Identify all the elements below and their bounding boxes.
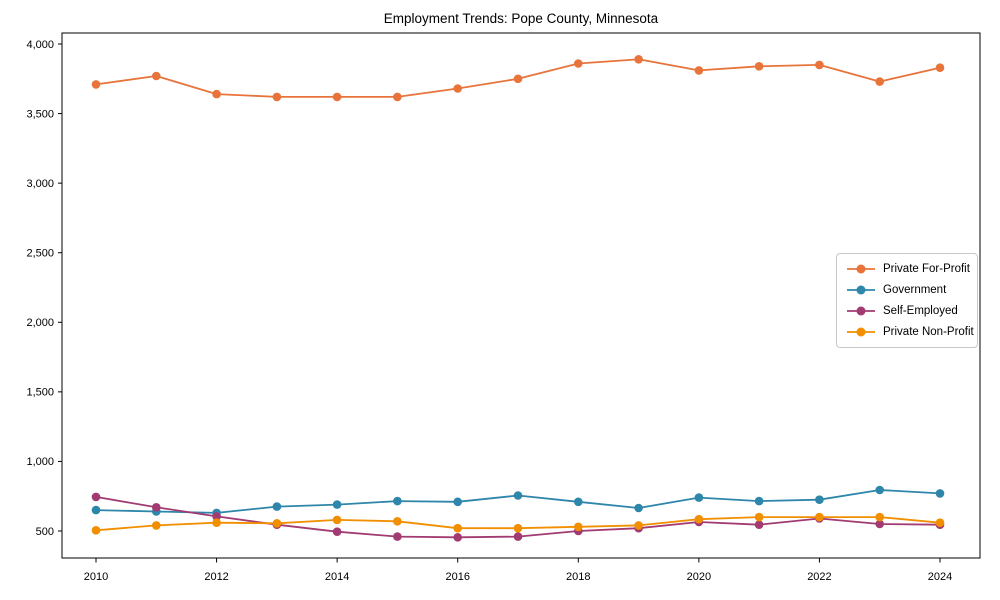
government-swatch-icon: [847, 285, 875, 295]
self-employed-swatch-icon: [847, 306, 875, 316]
data-point-private-non-profit-2019: [634, 521, 643, 530]
legend-item-private-non-profit: Private Non-Profit: [846, 324, 974, 340]
data-point-self-employed-2023: [875, 519, 884, 529]
data-point-private-non-profit-2013: [272, 519, 282, 528]
data-point-private-non-profit-2023: [875, 512, 884, 522]
data-point-private-non-profit-2012: [212, 518, 221, 527]
data-point-government-2020: [694, 493, 704, 502]
data-point-government-2017: [513, 491, 523, 500]
legend-item-government: Government: [846, 282, 969, 298]
data-point-private-for-profit-2012: [212, 89, 221, 99]
legend-marker: [856, 264, 866, 274]
data-point-private-for-profit-2011: [152, 71, 161, 81]
legend-marker: [856, 306, 866, 316]
data-point-private-non-profit-2010: [91, 526, 101, 535]
data-point-private-for-profit-2023: [875, 77, 884, 86]
legend-marker: [856, 285, 866, 295]
data-point-private-for-profit-2018: [574, 59, 583, 68]
legend-label: Private Non-Profit: [883, 326, 974, 338]
legend-item-private-for-profit: Private For-Profit: [846, 261, 970, 277]
data-point-private-non-profit-2018: [574, 522, 583, 532]
data-point-government-2013: [272, 502, 282, 511]
data-point-private-non-profit-2015: [393, 517, 402, 526]
x-tick-label: 2024: [928, 571, 952, 583]
data-point-private-non-profit-2024: [935, 518, 945, 527]
data-point-government-2019: [634, 503, 643, 513]
data-point-self-employed-2021: [754, 520, 764, 529]
y-tick-label: 2,000: [26, 317, 54, 329]
data-point-government-2023: [875, 485, 884, 495]
data-point-private-for-profit-2019: [634, 55, 643, 64]
legend-item-self-employed: Self-Employed: [846, 303, 969, 319]
chart-title: Employment Trends: Pope County, Minnesot…: [384, 11, 659, 26]
legend-marker: [856, 327, 866, 337]
data-point-government-2021: [754, 496, 764, 506]
data-point-self-employed-2017: [513, 532, 523, 541]
y-tick-label: 4,000: [26, 39, 54, 51]
data-point-private-for-profit-2015: [393, 92, 402, 102]
data-point-private-for-profit-2017: [513, 74, 523, 84]
data-point-government-2016: [453, 497, 463, 507]
legend: Private For-Profit Government Self-Employe…: [836, 253, 978, 348]
data-point-private-non-profit-2011: [152, 521, 161, 530]
data-point-government-2010: [91, 505, 101, 515]
x-tick-label: 2010: [84, 571, 108, 583]
data-point-private-non-profit-2014: [332, 515, 342, 525]
y-tick-label: 1,500: [26, 387, 54, 399]
data-point-private-for-profit-2021: [754, 62, 764, 71]
data-point-private-for-profit-2020: [694, 66, 704, 75]
plot-area-border: [61, 32, 981, 559]
x-tick-label: 2016: [445, 571, 469, 583]
legend-label: Government: [883, 284, 947, 296]
data-point-private-for-profit-2022: [815, 60, 824, 70]
private-non-profit-swatch-icon: [847, 327, 875, 337]
data-point-self-employed-2015: [393, 532, 402, 541]
data-point-private-for-profit-2024: [935, 63, 945, 72]
data-point-private-non-profit-2017: [513, 523, 523, 533]
data-point-private-for-profit-2010: [91, 80, 101, 89]
data-point-private-for-profit-2016: [453, 84, 463, 93]
x-tick-label: 2022: [807, 571, 831, 583]
data-point-private-non-profit-2016: [453, 523, 463, 533]
legend-label: Private For-Profit: [883, 263, 970, 275]
data-point-private-non-profit-2020: [694, 514, 704, 524]
legend-label: Self-Employed: [883, 305, 958, 317]
y-tick-label: 500: [36, 526, 54, 538]
data-point-self-employed-2014: [332, 527, 342, 536]
y-tick-label: 2,500: [26, 248, 54, 260]
data-point-self-employed-2012: [212, 512, 221, 521]
data-point-government-2015: [393, 496, 402, 506]
private-for-profit-swatch-icon: [847, 264, 875, 274]
x-tick-label: 2012: [204, 571, 228, 583]
data-point-government-2022: [815, 495, 824, 505]
data-point-private-for-profit-2013: [272, 92, 282, 102]
data-point-self-employed-2016: [453, 533, 463, 542]
x-tick-label: 2014: [325, 571, 349, 583]
y-tick-label: 1,000: [26, 456, 54, 468]
x-tick-label: 2020: [687, 571, 711, 583]
data-point-private-non-profit-2022: [815, 512, 824, 522]
data-point-government-2024: [935, 489, 945, 498]
y-tick-label: 3,000: [26, 178, 54, 190]
data-point-self-employed-2011: [152, 503, 161, 512]
data-point-self-employed-2010: [91, 492, 101, 502]
data-point-private-for-profit-2014: [332, 92, 342, 102]
data-point-government-2014: [332, 500, 342, 509]
data-point-government-2018: [574, 497, 583, 507]
data-point-private-non-profit-2021: [754, 512, 764, 522]
x-tick-label: 2018: [566, 571, 590, 583]
y-tick-label: 3,500: [26, 108, 54, 120]
